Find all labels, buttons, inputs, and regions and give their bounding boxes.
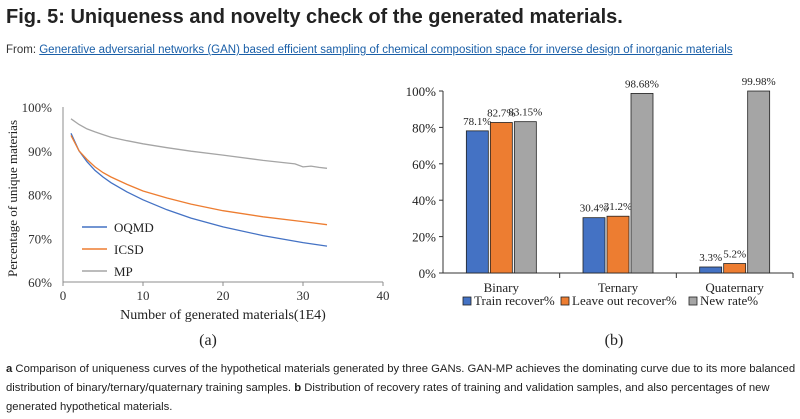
y-tick-label: 60% [412, 157, 436, 172]
bar-value-label: 30.4% [580, 203, 608, 215]
bar-value-label: 31.2% [604, 201, 632, 213]
y-tick-label: 60% [28, 275, 52, 290]
legend-label-mp: MP [114, 264, 133, 279]
source-line: From: Generative adversarial networks (G… [6, 44, 733, 56]
y-tick-label: 90% [28, 144, 52, 159]
bar-quaternary-series-1 [723, 263, 747, 274]
x-axis-title: Number of generated materials(1E4) [120, 308, 326, 323]
bar-value-label: 83.15% [508, 107, 542, 119]
bar-binary-series-0 [465, 130, 489, 274]
bar-value-label: 98.68% [625, 78, 659, 90]
legend-label-series-2: New rate% [700, 293, 758, 308]
panel-label-a: (a) [199, 332, 217, 349]
legend-label-icsd: ICSD [114, 242, 144, 257]
series-line-icsd [70, 135, 328, 226]
bar-quaternary-series-0 [699, 266, 723, 274]
bar-binary-series-2 [513, 121, 537, 274]
y-axis-title: Percentage of unique materias [5, 120, 20, 277]
x-tick-label: 0 [60, 288, 67, 303]
category-label-binary: Binary [484, 280, 520, 295]
category-label-quaternary: Quaternary [705, 280, 764, 295]
bar-value-label: 99.98% [742, 76, 776, 88]
legend-label-series-0: Train recover% [474, 293, 555, 308]
bar-value-label: 3.3% [699, 252, 722, 264]
y-tick-label: 100% [22, 100, 53, 115]
caption-b-text: Distribution of recovery rates of traini… [6, 382, 770, 413]
bar-ternary-series-1 [606, 215, 630, 274]
legend-label-oqmd: OQMD [114, 220, 154, 235]
legend-swatch-series-2 [688, 296, 698, 306]
x-tick-label: 10 [137, 288, 150, 303]
series-line-oqmd [70, 133, 328, 247]
y-tick-label: 40% [412, 193, 436, 208]
source-article-link[interactable]: Generative adversarial networks (GAN) ba… [39, 44, 733, 56]
from-label: From: [6, 44, 37, 56]
x-tick-label: 40 [377, 288, 390, 303]
bar-value-label: 5.2% [723, 249, 746, 261]
y-tick-label: 70% [28, 231, 52, 246]
legend-label-series-1: Leave out recover% [572, 293, 677, 308]
y-tick-label: 100% [406, 84, 437, 99]
panel-label-b: (b) [605, 332, 624, 349]
series-line-mp [70, 118, 328, 169]
y-tick-label: 80% [412, 120, 436, 135]
caption-a-label: a [6, 363, 13, 375]
uniqueness-line-chart: 0 10 20 30 40 60% 70% 80% 90% 100% Number of gener… [5, 100, 390, 349]
legend-swatch-series-1 [560, 296, 570, 306]
caption-b-label: b [294, 382, 302, 394]
bar-value-label: 78.1% [463, 116, 491, 128]
bar-ternary-series-0 [582, 217, 606, 274]
x-tick-label: 20 [217, 288, 230, 303]
figure-caption: a Comparison of uniqueness curves of the… [6, 360, 796, 417]
figure-title: Fig. 5: Uniqueness and novelty check of … [6, 6, 623, 28]
legend-swatch-series-0 [462, 296, 472, 306]
x-tick-label: 30 [297, 288, 310, 303]
bar-value-label: 82.7% [487, 107, 515, 119]
y-tick-label: 80% [28, 188, 52, 203]
y-tick-label: 20% [412, 230, 436, 245]
bar-binary-series-1 [489, 122, 513, 274]
caption-a-text: Comparison of uniqueness curves of the h… [6, 363, 796, 394]
recovery-bar-chart: 0% 20% 40% 60% 80% 100% Binary 78.1%82.7%83.15%… [406, 76, 794, 349]
bar-ternary-series-2 [630, 93, 654, 274]
bar-quaternary-series-2 [747, 90, 771, 274]
y-tick-label: 0% [419, 266, 437, 281]
category-label-ternary: Ternary [598, 280, 639, 295]
